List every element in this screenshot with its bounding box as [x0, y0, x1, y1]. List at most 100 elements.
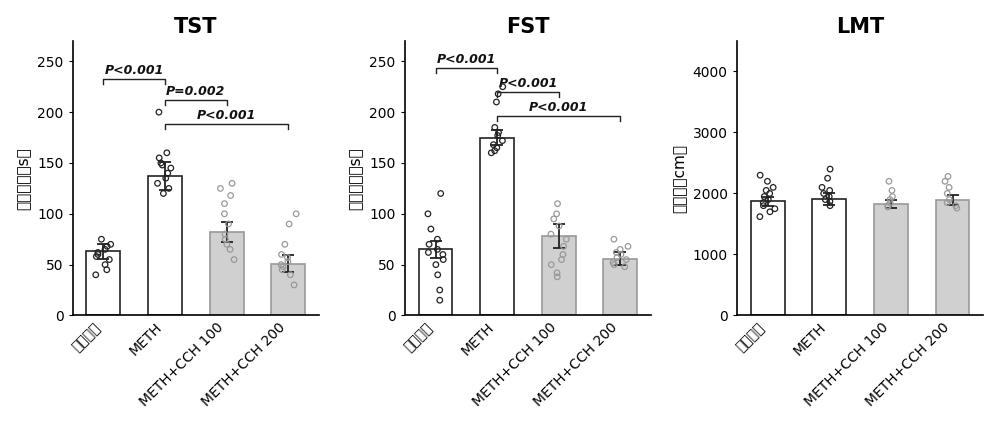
Point [286, 282, 302, 288]
Point [163, 165, 179, 172]
Point [88, 253, 104, 260]
Point [101, 256, 117, 263]
Point [822, 187, 838, 194]
Point [151, 155, 167, 161]
Point [274, 266, 290, 273]
Point [432, 287, 448, 294]
Point [99, 266, 115, 273]
Point [491, 129, 507, 136]
Point [281, 221, 297, 227]
Bar [936, 200, 969, 316]
Point [90, 251, 106, 258]
Point [421, 241, 437, 248]
Title: TST: TST [174, 17, 218, 37]
Point [618, 256, 634, 263]
Point [948, 202, 964, 209]
Point [881, 178, 897, 185]
Point [224, 180, 240, 187]
Point [490, 132, 506, 139]
Bar [812, 199, 846, 316]
Point [429, 246, 445, 253]
Point [882, 196, 898, 203]
Point [822, 166, 838, 173]
Title: FST: FST [506, 17, 550, 37]
Point [939, 199, 955, 206]
Bar [86, 251, 120, 316]
Point [159, 150, 175, 156]
Point [488, 98, 504, 105]
Point [161, 185, 177, 192]
Bar [271, 264, 305, 316]
Point [280, 258, 296, 265]
Point [816, 190, 832, 197]
Point [814, 184, 830, 191]
Point [274, 251, 290, 258]
Point [485, 141, 501, 148]
Point [420, 249, 436, 256]
Point [755, 202, 771, 209]
Point [226, 256, 242, 263]
Point [817, 196, 833, 203]
Bar [480, 138, 514, 316]
Point [494, 137, 510, 144]
Point [90, 249, 106, 256]
Point [216, 200, 232, 207]
Point [150, 180, 166, 187]
Point [158, 175, 174, 181]
Text: P<0.001: P<0.001 [529, 101, 588, 114]
Point [97, 246, 113, 253]
Point [549, 210, 565, 217]
Point [430, 271, 446, 278]
Point [279, 254, 295, 261]
Point [212, 185, 228, 192]
Point [752, 172, 768, 178]
Point [153, 160, 169, 167]
Point [549, 273, 565, 280]
Point [759, 178, 775, 185]
Point [435, 251, 451, 258]
Text: P<0.001: P<0.001 [197, 109, 256, 122]
Point [884, 193, 900, 200]
Point [273, 261, 289, 268]
Point [490, 90, 506, 97]
Y-axis label: 总距离（cm）: 总距离（cm） [672, 144, 687, 213]
Point [822, 202, 838, 209]
Point [549, 269, 565, 276]
Point [151, 109, 167, 115]
Point [880, 204, 896, 210]
Text: P<0.001: P<0.001 [437, 53, 496, 66]
Point [428, 261, 444, 268]
Point [617, 263, 633, 270]
Title: LMT: LMT [836, 17, 884, 37]
Point [487, 124, 503, 131]
Point [612, 246, 628, 253]
Point [433, 190, 449, 197]
Point [765, 184, 781, 191]
Point [554, 256, 570, 263]
Point [219, 241, 235, 248]
Point [820, 175, 836, 181]
Point [752, 213, 768, 220]
Point [282, 271, 298, 278]
Point [941, 184, 957, 191]
Point [489, 144, 505, 151]
Point [423, 226, 439, 233]
Bar [542, 236, 576, 316]
Point [620, 243, 636, 250]
Point [155, 190, 171, 197]
Bar [419, 249, 452, 316]
Point [223, 192, 239, 199]
Y-axis label: 不动时间（s）: 不动时间（s） [17, 147, 32, 210]
Point [97, 261, 113, 268]
Point [495, 83, 511, 90]
Point [755, 199, 771, 206]
Point [606, 236, 622, 243]
Bar [148, 176, 182, 316]
Point [758, 187, 774, 194]
Point [613, 251, 629, 258]
Point [605, 259, 621, 266]
Point [822, 198, 838, 205]
Point [217, 231, 233, 238]
Point [420, 210, 436, 217]
Point [550, 200, 566, 207]
